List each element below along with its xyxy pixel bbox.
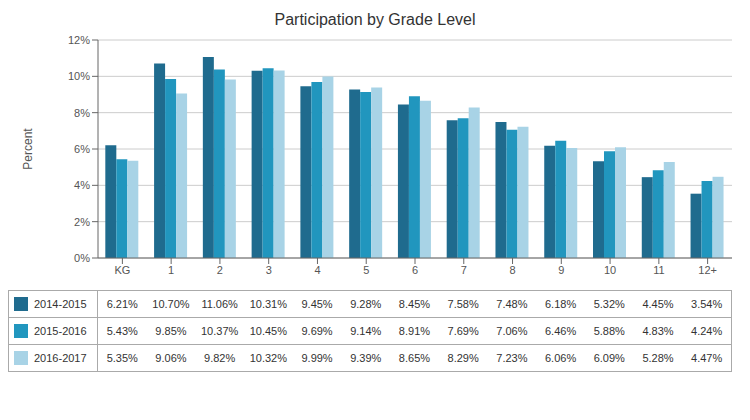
svg-text:1: 1 [168, 264, 174, 276]
svg-text:12%: 12% [68, 34, 90, 46]
html-text:8.45%: 8.45% [398, 298, 431, 310]
svg-text:12+: 12+ [698, 264, 717, 276]
svg-text:KG: KG [114, 264, 130, 276]
html-text:6.18%: 6.18% [545, 298, 577, 310]
html-text:7.23%: 7.23% [496, 352, 528, 364]
html-text:7.06%: 7.06% [496, 325, 528, 337]
html-text:8.29%: 8.29% [447, 352, 479, 364]
html-text:3.54%: 3.54% [691, 298, 723, 310]
html-text:7.58%: 7.58% [447, 298, 479, 310]
svg-text:11: 11 [653, 264, 664, 276]
svg-text:0%: 0% [74, 252, 90, 264]
html-text:6.46%: 6.46% [545, 325, 577, 337]
html-text:11.06%: 11.06% [201, 298, 238, 310]
html-text:9.28%: 9.28% [350, 298, 382, 310]
html-text:9.85%: 9.85% [155, 325, 187, 337]
svg-text:8%: 8% [74, 107, 90, 119]
svg-text:2%: 2% [74, 216, 90, 228]
svg-text:10: 10 [604, 264, 616, 276]
html-text:6.09%: 6.09% [593, 352, 625, 364]
html-text:Participation by Grade Level: Participation by Grade Level [274, 11, 476, 28]
html-text:10.31%: 10.31% [249, 298, 287, 310]
html-text:10.70%: 10.70% [152, 298, 190, 310]
html-text:9.14%: 9.14% [350, 325, 382, 337]
svg-text:7: 7 [461, 264, 467, 276]
html-text:9.39%: 9.39% [350, 352, 382, 364]
html-text:5.88%: 5.88% [593, 325, 625, 337]
svg-text:2: 2 [217, 264, 223, 276]
html-text:7.48%: 7.48% [496, 298, 528, 310]
html-text:9.99%: 9.99% [301, 352, 333, 364]
html-text:4.47%: 4.47% [691, 352, 723, 364]
html-text:9.45%: 9.45% [301, 298, 333, 310]
html-text:10.45%: 10.45% [249, 325, 287, 337]
html-text:2016-2017: 2016-2017 [34, 352, 87, 364]
html-text:8.65%: 8.65% [398, 352, 431, 364]
html-text:5.32%: 5.32% [593, 298, 625, 310]
html-text:4.83%: 4.83% [642, 325, 674, 337]
html-text:5.43%: 5.43% [106, 325, 138, 337]
svg-text:10%: 10% [68, 70, 90, 82]
html-text:4.45%: 4.45% [642, 298, 674, 310]
html-text:10.32%: 10.32% [249, 352, 287, 364]
html-text:4.24%: 4.24% [691, 325, 723, 337]
svg-text:8: 8 [509, 264, 515, 276]
svg-text:Percent: Percent [21, 128, 35, 170]
html-text:7.69%: 7.69% [447, 325, 479, 337]
html-text:6.06%: 6.06% [545, 352, 577, 364]
html-text:2014-2015: 2014-2015 [34, 298, 87, 310]
html-text:10.37%: 10.37% [201, 325, 239, 337]
svg-text:3: 3 [266, 264, 272, 276]
html-text:9.69%: 9.69% [301, 325, 333, 337]
html-text:5.28%: 5.28% [642, 352, 674, 364]
svg-text:4%: 4% [74, 179, 90, 191]
html-text:9.06%: 9.06% [155, 352, 187, 364]
svg-text:9: 9 [558, 264, 564, 276]
html-text:8.91%: 8.91% [398, 325, 431, 337]
html-text:2015-2016: 2015-2016 [34, 325, 87, 337]
html-text:9.82%: 9.82% [204, 352, 236, 364]
svg-text:4: 4 [314, 264, 320, 276]
html-text:5.35%: 5.35% [106, 352, 138, 364]
svg-text:5: 5 [363, 264, 369, 276]
svg-text:6: 6 [412, 264, 418, 276]
svg-text:6%: 6% [74, 143, 90, 155]
html-text:6.21%: 6.21% [106, 298, 138, 310]
